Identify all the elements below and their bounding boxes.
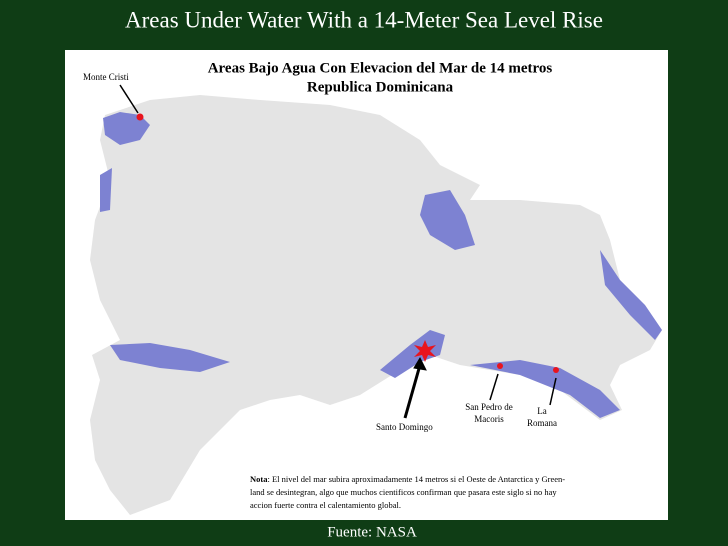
place-label: Monte Cristi: [83, 72, 129, 82]
place-label: Romana: [527, 418, 557, 428]
map-title: Areas Bajo Agua Con Elevacion del Mar de…: [208, 60, 553, 95]
place-labels: Monte Cristi Santo Domingo San Pedro de …: [83, 72, 557, 432]
note: Nota: El nivel del mar subira aproximada…: [250, 474, 565, 510]
note-line: land se desintegran, algo que muchos cie…: [250, 487, 557, 497]
flooded-areas: [100, 112, 662, 418]
slide-title: Areas Under Water With a 14-Meter Sea Le…: [125, 7, 603, 32]
place-label: Macoris: [474, 414, 504, 424]
place-label: San Pedro de: [465, 402, 513, 412]
arrows: [119, 84, 557, 419]
note-label: Nota: [250, 474, 268, 484]
map-title-line: Areas Bajo Agua Con Elevacion del Mar de…: [208, 60, 553, 76]
place-label: La: [537, 406, 547, 416]
source: Fuente: NASA: [327, 524, 417, 540]
note-text: : El nivel del mar subira aproximadament…: [267, 474, 565, 484]
note-line: accion fuerte contra el calentamiento gl…: [250, 500, 401, 510]
city-markers: [136, 113, 559, 373]
note-line: Nota: El nivel del mar subira aproximada…: [250, 474, 565, 484]
place-label: Santo Domingo: [376, 422, 433, 432]
map-title-line: Republica Dominicana: [307, 79, 454, 95]
island: [90, 95, 662, 515]
